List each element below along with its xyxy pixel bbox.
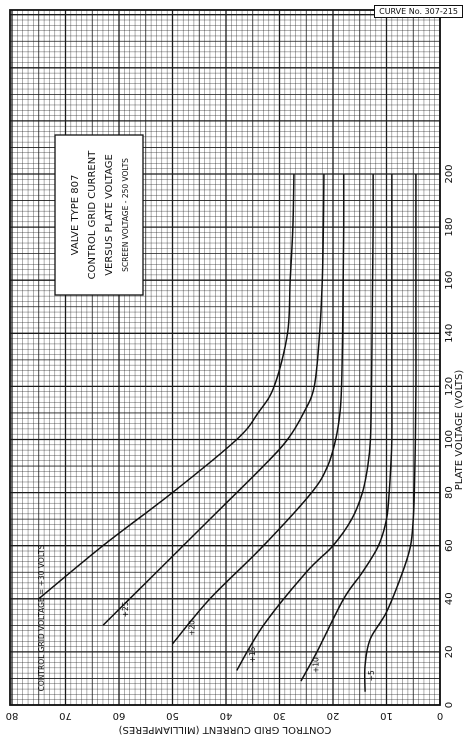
series-label-4: +10 <box>312 657 321 673</box>
series-curve-5 <box>363 174 417 692</box>
x-tick-label: 180 <box>444 218 455 237</box>
x-tick-label: 40 <box>444 592 455 605</box>
title-line-2: CONTROL GRID CURRENT <box>87 150 98 280</box>
y-tick-label: 40 <box>220 710 233 721</box>
y-tick-label: 80 <box>6 710 19 721</box>
x-tick-label: 20 <box>444 646 455 659</box>
y-tick-label: 30 <box>273 710 286 721</box>
y-tick-label: 10 <box>380 710 393 721</box>
series-label-3: +15 <box>248 646 257 662</box>
series-curve-2 <box>171 173 345 645</box>
x-tick-label: 140 <box>444 324 455 343</box>
title-note: SCREEN VOLTAGE - 250 VOLTS <box>121 158 130 272</box>
grid-layer <box>9 9 441 706</box>
x-tick-label: 120 <box>444 377 455 396</box>
series-curve-3 <box>236 173 374 671</box>
y-tick-label: 70 <box>59 710 72 721</box>
x-tick-label: 60 <box>444 539 455 552</box>
y-tick-label: 20 <box>327 710 340 721</box>
y-axis-title: CONTROL GRID CURRENT (MILLIAMPERES) <box>119 724 332 735</box>
title-box-border <box>54 134 144 296</box>
title-box: VALVE TYPE 807 CONTROL GRID CURRENT VERS… <box>54 134 144 296</box>
curve-number-tag: CURVE No. 307-215 <box>374 5 463 18</box>
curve-layer <box>38 173 417 692</box>
x-tick-label: 200 <box>444 164 455 183</box>
title-line-1: VALVE TYPE 807 <box>70 175 81 256</box>
y-tick-label: 0 <box>437 710 443 721</box>
title-line-3: VERSUS PLATE VOLTAGE <box>104 154 115 276</box>
x-tick-label: 0 <box>444 702 455 708</box>
x-tick-label: 160 <box>444 271 455 290</box>
x-axis-title: PLATE VOLTAGE (VOLTS) <box>454 370 465 491</box>
label-layer: 0 10 20 30 40 50 60 70 80 0 20 40 60 80 100 120 140 160 18… <box>6 164 455 721</box>
parameter-label: CONTROL GRID VOLTAGE = +30 VOLTS <box>37 544 46 691</box>
x-tick-label: 100 <box>444 430 455 449</box>
y-tick-label: 60 <box>113 710 126 721</box>
series-curve-0 <box>38 173 295 600</box>
y-tick-label: 50 <box>166 710 179 721</box>
plot-frame <box>9 9 441 706</box>
x-tick-label: 80 <box>444 486 455 499</box>
series-curve-1 <box>102 173 325 626</box>
series-label-1: +25 <box>121 601 130 617</box>
series-label-2: +20 <box>188 620 197 636</box>
series-curve-4 <box>300 174 393 682</box>
series-label-5: +5 <box>367 670 376 681</box>
